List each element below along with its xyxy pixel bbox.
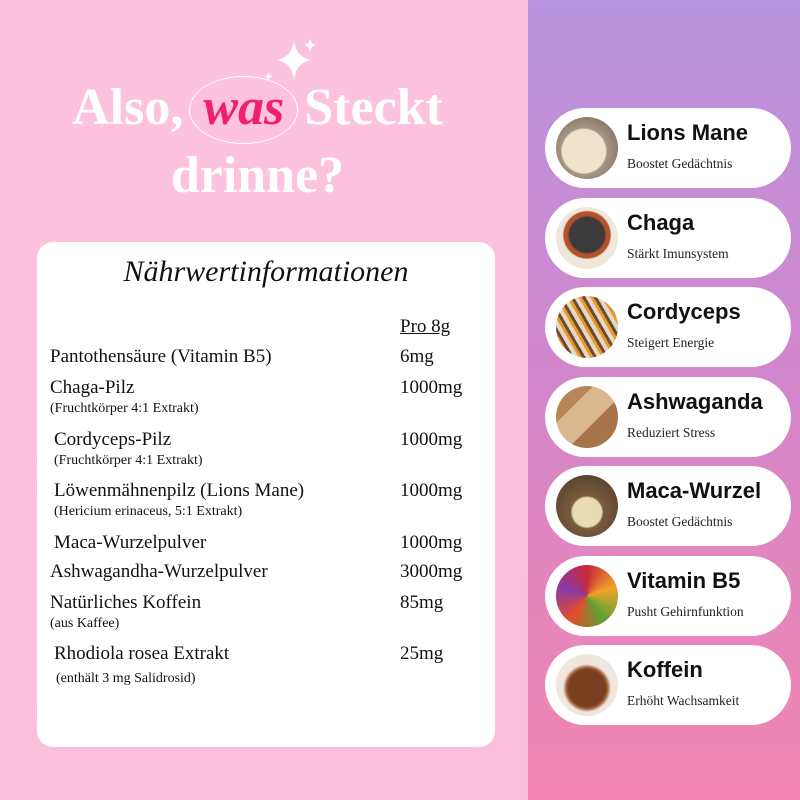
nutrient-note: (Hericium erinaceus, 5:1 Extrakt) [54, 504, 243, 519]
nutrient-amount: 6mg [400, 346, 434, 367]
ingredient-card: Vitamin B5 Pusht Gehirnfunktion [545, 555, 791, 636]
headline-also: Also, [72, 79, 184, 136]
ashwagandha-root-image [556, 385, 618, 448]
ingredient-benefit: Reduziert Stress [627, 424, 716, 440]
ingredient-benefit: Boostet Gedächtnis [627, 156, 733, 171]
sparkle-icon [303, 38, 317, 52]
nutrient-name: Cordyceps-Pilz [54, 429, 172, 450]
panel-title: Nährwertinformationen [123, 255, 409, 288]
nutrient-name: Ashwagandha-Wurzelpulver [50, 561, 268, 582]
nutrient-amount: 1000mg [400, 532, 463, 553]
maca-root-image [556, 475, 618, 537]
sparkle-icon [264, 72, 273, 81]
ingredient-benefit: Boostet Gedächtnis [627, 514, 733, 529]
nutrient-amount: 1000mg [400, 429, 463, 450]
nutrient-amount: 1000mg [400, 377, 463, 398]
ingredient-name: Koffein [627, 657, 703, 682]
nutrient-name: Rhodiola rosea Extrakt [54, 643, 230, 664]
headline-was: was [203, 79, 285, 136]
headline-steckt: Steckt [304, 79, 443, 136]
ingredient-benefit: Stärkt Imunsystem [627, 245, 729, 261]
cordyceps-image [556, 296, 618, 358]
nutrient-amount: 25mg [400, 643, 444, 664]
ingredient-card: Koffein Erhöht Wachsamkeit [545, 645, 791, 725]
headline-line-1: Also, was Steckt [0, 76, 515, 144]
nutrient-note: (Fruchtkörper 4:1 Extrakt) [54, 453, 203, 468]
nutrient-name: Natürliches Koffein [50, 592, 202, 613]
nutrition-panel: Nährwertinformationen Pro 8g Pantothensä… [37, 242, 495, 747]
sparkle-icon [276, 40, 312, 80]
vegetables-image [556, 564, 618, 627]
lions-mane-mushroom-image [556, 117, 618, 179]
nutrient-amount: 1000mg [400, 480, 463, 501]
ingredient-card: Ashwaganda Reduziert Stress [545, 376, 791, 457]
ingredient-benefit: Erhöht Wachsamkeit [627, 693, 740, 708]
ingredient-card: Maca-Wurzel Boostet Gedächtnis [545, 466, 791, 546]
nutrient-name: Maca-Wurzelpulver [54, 532, 207, 553]
nutrient-name: Chaga-Pilz [50, 377, 135, 398]
nutrient-amount: 85mg [400, 592, 444, 613]
nutrient-amount: 3000mg [400, 561, 463, 582]
ingredient-name: Vitamin B5 [627, 567, 741, 593]
ingredient-name: Cordyceps [627, 299, 741, 324]
nutrient-note: (enthält 3 mg Salidrosid) [56, 671, 196, 686]
ingredient-card: Chaga Stärkt Imunsystem [545, 197, 791, 278]
ingredient-name: Maca-Wurzel [627, 478, 762, 503]
highlight-oval: was [189, 76, 299, 144]
ingredient-name: Ashwaganda [627, 388, 763, 414]
ingredient-card: Lions Mane Boostet Gedächtnis [545, 108, 791, 188]
headline-line-2: drinne? [0, 146, 515, 206]
chaga-mushroom-image [556, 206, 618, 269]
ingredient-name: Chaga [627, 209, 695, 235]
coffee-powder-image [556, 654, 618, 716]
nutrient-note: (aus Kaffee) [50, 616, 120, 631]
ingredient-benefit: Steigert Energie [627, 335, 715, 350]
ingredient-name: Lions Mane [627, 120, 749, 145]
nutrient-name: Pantothensäure (Vitamin B5) [50, 346, 272, 367]
ingredient-card: Cordyceps Steigert Energie [545, 287, 791, 367]
headline-drinne: drinne? [170, 147, 345, 204]
ingredient-benefit: Pusht Gehirnfunktion [627, 603, 744, 619]
nutrient-note: (Fruchtkörper 4:1 Extrakt) [50, 401, 199, 416]
nutrient-name: Löwenmähnenpilz (Lions Mane) [54, 480, 305, 501]
column-header: Pro 8g [400, 316, 451, 337]
